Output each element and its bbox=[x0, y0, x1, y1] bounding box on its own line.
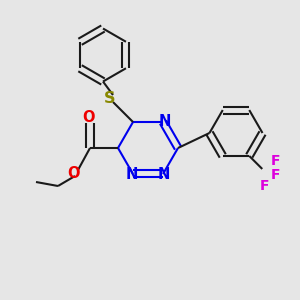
Text: O: O bbox=[83, 110, 95, 125]
Text: F: F bbox=[260, 179, 269, 193]
Text: F: F bbox=[271, 154, 280, 168]
Text: N: N bbox=[159, 114, 171, 129]
Text: N: N bbox=[158, 167, 170, 182]
Text: F: F bbox=[271, 168, 280, 182]
Text: S: S bbox=[104, 91, 116, 106]
Text: O: O bbox=[68, 167, 80, 182]
Text: N: N bbox=[126, 167, 138, 182]
